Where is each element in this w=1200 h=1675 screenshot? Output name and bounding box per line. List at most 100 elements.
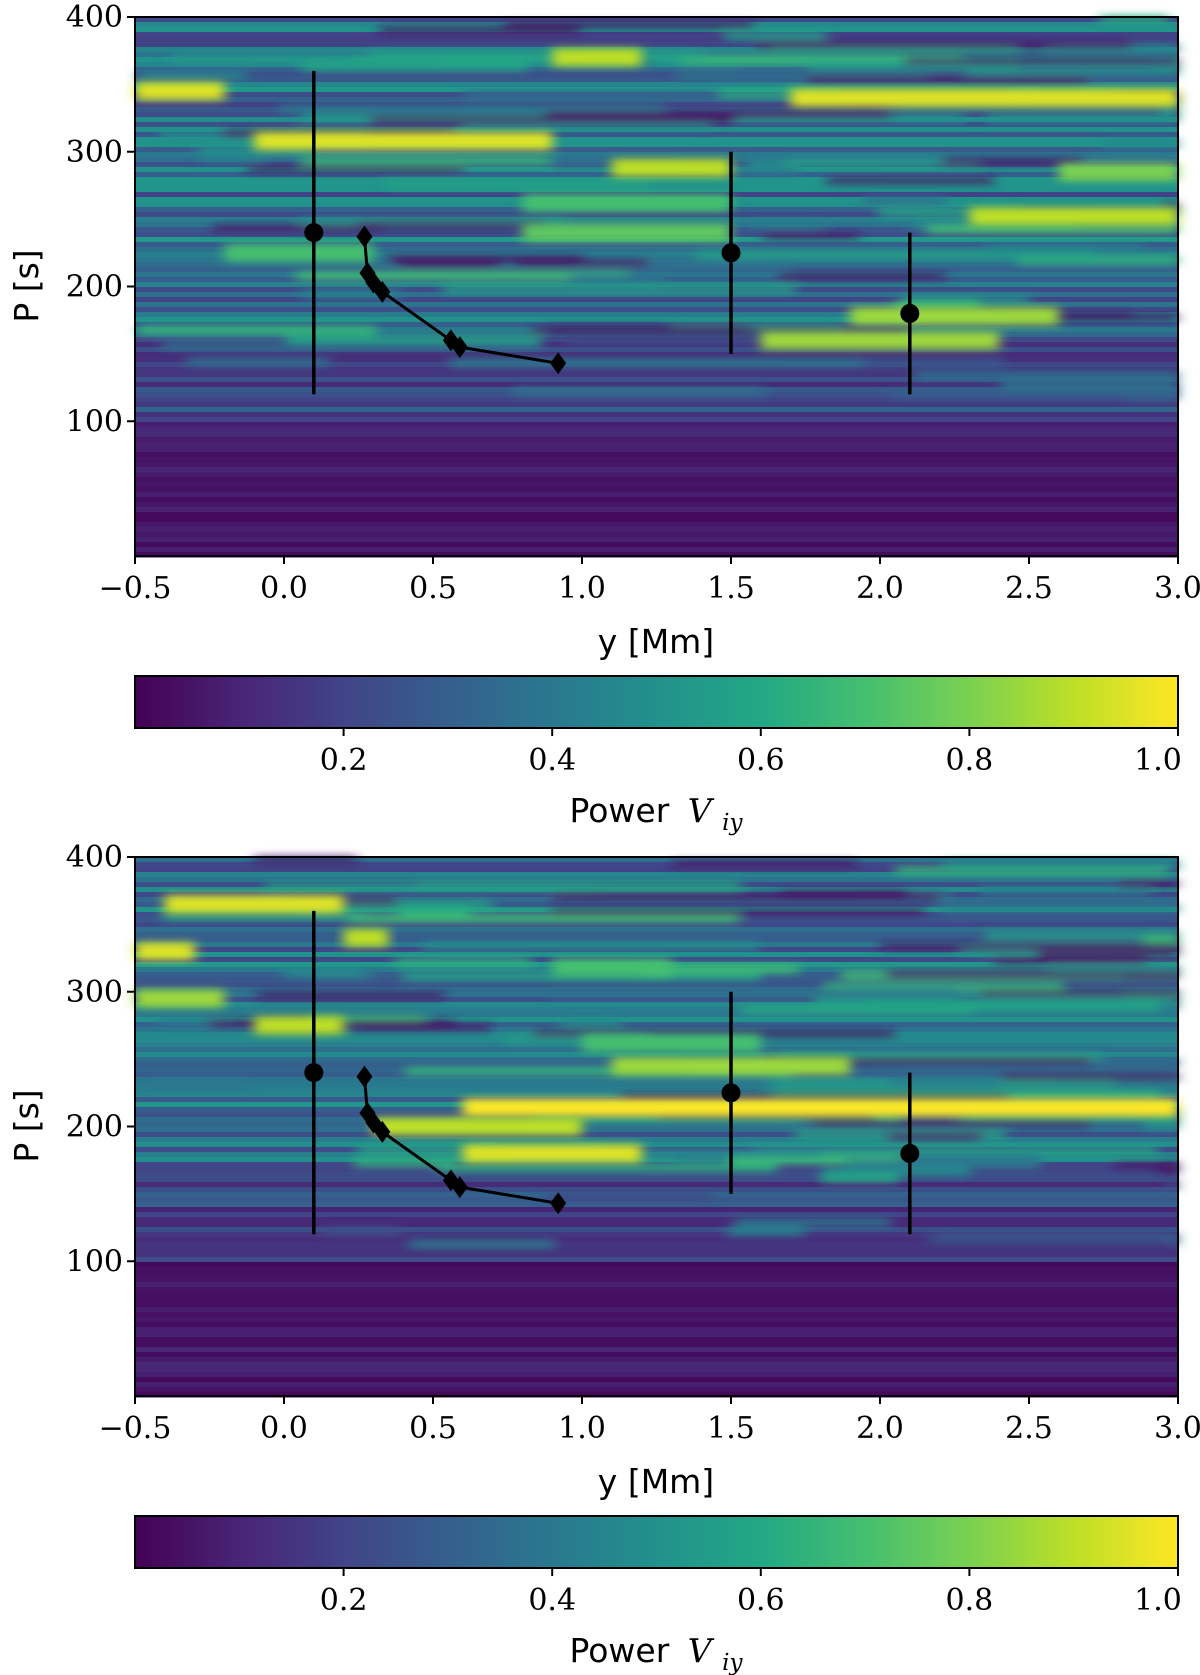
heatmap-ridge — [257, 992, 445, 999]
heatmap-streak — [1048, 964, 1178, 973]
colorbar-tick-label: 0.8 — [946, 743, 994, 778]
heatmap-row — [135, 347, 1178, 353]
top-x-axis-title: y [Mm] — [598, 622, 714, 661]
heatmap-row — [135, 1347, 1178, 1353]
colorbar-tick-label: 1.0 — [1134, 1583, 1182, 1618]
bottom-y-axis-title: P [s] — [7, 1089, 46, 1162]
heatmap-row — [135, 1377, 1178, 1383]
heatmap-row — [135, 1137, 1178, 1143]
heatmap-streak — [1048, 43, 1178, 52]
heatmap-band — [969, 207, 1178, 226]
x-tick-label: 0.0 — [260, 571, 308, 606]
heatmap-row — [135, 1132, 1178, 1138]
heatmap-row — [135, 1017, 1178, 1023]
heatmap-row — [135, 437, 1178, 443]
heatmap-ridge — [530, 327, 908, 334]
heatmap-row — [135, 487, 1178, 493]
heatmap-ridge — [886, 971, 1178, 978]
x-tick-label: 1.5 — [707, 1411, 755, 1446]
heatmap-row — [135, 267, 1178, 273]
heatmap-ridge — [780, 890, 909, 897]
heatmap-streak — [865, 1002, 1161, 1011]
heatmap-ridge — [764, 232, 858, 239]
heatmap-band — [462, 1144, 642, 1163]
heatmap-row — [135, 1247, 1178, 1253]
heatmap-streak — [202, 153, 264, 162]
heatmap-row — [135, 457, 1178, 463]
x-tick-label: 3.0 — [1154, 571, 1200, 606]
heatmap-ridge — [1114, 1162, 1178, 1169]
heatmap-row — [135, 547, 1178, 553]
heatmap-streak — [301, 289, 401, 298]
heatmap-streak — [679, 55, 963, 64]
heatmap-ridge — [941, 158, 1081, 165]
heatmap-row — [135, 272, 1178, 278]
heatmap-row — [135, 1367, 1178, 1373]
x-tick-label: 3.0 — [1154, 1411, 1200, 1446]
heatmap-band — [343, 928, 389, 947]
heatmap-row — [135, 292, 1178, 298]
top-colorbar-title-var: V — [688, 791, 715, 830]
heatmap-streak — [462, 120, 710, 129]
top-heatmap — [135, 15, 1178, 558]
heatmap-streak — [986, 113, 1178, 122]
y-tick-label: 400 — [66, 0, 123, 35]
heatmap-row — [135, 902, 1178, 908]
heatmap-row — [135, 407, 1178, 413]
heatmap-row — [135, 32, 1178, 38]
heatmap-row — [135, 862, 1178, 868]
heatmap-streak — [815, 997, 1178, 1006]
heatmap-row — [135, 382, 1178, 388]
heatmap-row — [135, 1222, 1178, 1228]
heatmap-row — [135, 1002, 1178, 1008]
heatmap-streak — [1143, 935, 1178, 944]
heatmap-streak — [959, 296, 1031, 305]
heatmap-row — [135, 447, 1178, 453]
heatmap-row — [135, 952, 1178, 958]
heatmap-row — [135, 472, 1178, 478]
colorbar-tick-label: 0.4 — [528, 1583, 576, 1618]
heatmap-band — [224, 243, 374, 262]
heatmap-streaks — [151, 856, 1178, 1249]
heatmap-row — [135, 1352, 1178, 1358]
heatmap-streak — [783, 158, 978, 167]
heatmap-streak — [463, 90, 786, 99]
diamond-marker — [550, 1192, 567, 1215]
heatmap-row — [135, 312, 1178, 318]
heatmap-streak — [901, 295, 984, 304]
heatmap-band — [760, 331, 1000, 350]
x-tick-label: −0.5 — [99, 1411, 172, 1446]
heatmap-streak — [408, 1240, 556, 1249]
heatmap-row — [135, 522, 1178, 528]
heatmap-ridge — [904, 58, 1178, 65]
heatmap-row — [135, 512, 1178, 518]
heatmap-row — [135, 1332, 1178, 1338]
y-tick-label: 200 — [66, 270, 123, 305]
heatmap-row — [135, 1297, 1178, 1303]
heatmap-streak — [895, 866, 1168, 875]
x-tick-label: 1.0 — [558, 1411, 606, 1446]
heatmap-row — [135, 67, 1178, 73]
heatmap-row — [135, 922, 1178, 928]
top-y-axis-title: P [s] — [7, 249, 46, 322]
y-tick-label: 200 — [66, 1110, 123, 1145]
heatmap-row — [135, 187, 1178, 193]
heatmap-streak — [442, 285, 796, 294]
heatmap-row — [135, 517, 1178, 523]
heatmap-row — [135, 1342, 1178, 1348]
heatmap-streak — [808, 61, 1019, 70]
heatmap-row — [135, 27, 1178, 33]
heatmap-streak — [503, 1035, 645, 1044]
heatmap-row — [135, 1292, 1178, 1298]
top-x-ticks: −0.5 0.0 0.5 1.0 1.5 2.0 2.5 3.0 — [99, 556, 1200, 606]
heatmap-row — [135, 1392, 1178, 1398]
heatmap-ridge — [352, 1024, 491, 1031]
heatmap-streak — [820, 1174, 900, 1183]
heatmap-row — [135, 1307, 1178, 1313]
heatmap-streak — [353, 1158, 457, 1167]
heatmap-ridge — [756, 41, 1132, 48]
heatmap-streak — [778, 1052, 1101, 1061]
heatmap-row — [135, 1082, 1178, 1088]
heatmap-row — [135, 332, 1178, 338]
x-tick-label: 0.5 — [409, 1411, 457, 1446]
